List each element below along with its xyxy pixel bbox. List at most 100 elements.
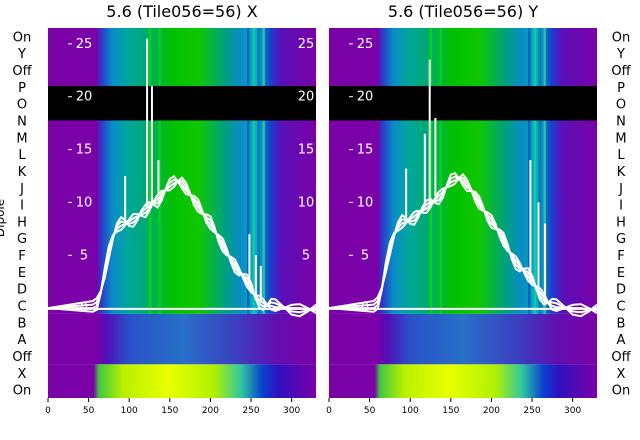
dipole-row-label: D: [616, 283, 626, 298]
heatmap-streak: [429, 28, 433, 314]
xtick-label: 250: [523, 406, 540, 416]
dipole-row-label: Off: [12, 350, 32, 365]
xtick-label: 100: [121, 406, 138, 416]
overlay-ytick-label: 5: [361, 248, 369, 263]
dipole-row-label: B: [18, 316, 27, 331]
dipole-row-label: K: [18, 165, 27, 180]
dipole-row-label: O: [616, 98, 626, 113]
overlay-ytick-label: 0: [80, 301, 88, 316]
dipole-row-label: P: [18, 81, 26, 96]
xtick-label: 200: [483, 406, 500, 416]
xtick-label: 300: [564, 406, 581, 416]
heatmap-streak: [538, 28, 542, 314]
overlay-ytick-label-right: 15: [298, 143, 315, 158]
dipole-row-label: X: [18, 367, 27, 382]
masked-band: [329, 86, 597, 121]
dipole-row-label: Y: [17, 47, 26, 62]
overlay-ytick-label: 10: [357, 195, 374, 210]
xtick-label: 0: [45, 406, 51, 416]
dipole-row-label: On: [13, 384, 31, 399]
dipole-row-label: K: [617, 165, 626, 180]
overlay-ytick-label-right: 25: [298, 37, 315, 52]
overlay-ytick-label-right: 10: [298, 195, 315, 210]
dipole-row-label: F: [18, 249, 25, 264]
xtick-label: 50: [83, 406, 95, 416]
xtick-label: 300: [283, 406, 300, 416]
dipole-row-label: On: [13, 30, 31, 45]
dipole-row-label: M: [615, 131, 626, 146]
dipole-row-label: J: [19, 182, 24, 197]
heatmap: [329, 28, 597, 398]
y-axis-label: Dipole: [0, 199, 7, 237]
dipole-row-label: C: [616, 300, 625, 315]
trace-line: [47, 174, 317, 318]
dipole-row-label: Y: [616, 47, 625, 62]
chart-panel-1: 0 5 10 15 20 25 5 10 15 20 25 5.6 (Tile056=56) X On Y…: [0, 2, 317, 416]
overlay-ytick-label: 25: [76, 37, 93, 52]
heatmap-streak: [158, 28, 161, 314]
heatmap-streak: [439, 28, 442, 314]
dipole-row-label: X: [617, 367, 626, 382]
heatmap: [48, 28, 316, 398]
dipole-row-label: Off: [12, 64, 32, 79]
heatmap-streak: [257, 28, 261, 314]
heatmap-streak: [533, 28, 537, 314]
dipole-row-label: N: [616, 115, 626, 130]
heatmap-band-low: [329, 313, 597, 365]
dipole-row-label: E: [617, 266, 625, 281]
dipole-row-label: G: [616, 232, 626, 247]
dipole-row-label: C: [17, 300, 26, 315]
masked-band: [48, 86, 316, 121]
heatmap-streak: [527, 28, 531, 314]
xtick-label: 150: [161, 406, 178, 416]
heatmap-streak: [252, 28, 256, 314]
dipole-row-label: L: [617, 148, 625, 163]
dipole-row-label: Off: [611, 350, 631, 365]
heatmap-streak: [543, 28, 546, 314]
dipole-row-label: Off: [611, 64, 631, 79]
heatmap-band-on: [48, 364, 316, 398]
xtick-label: 250: [242, 406, 259, 416]
heatmap-streak: [148, 28, 152, 314]
dipole-row-label: N: [17, 115, 27, 130]
overlay-ytick-label: 0: [361, 301, 369, 316]
dipole-row-label: B: [617, 316, 626, 331]
dipole-row-label: H: [616, 215, 626, 230]
dipole-row-label: E: [18, 266, 26, 281]
dipole-row-label: M: [16, 131, 27, 146]
xtick-label: 150: [442, 406, 459, 416]
overlay-ytick-label: 10: [76, 195, 93, 210]
overlay-ytick-label: 20: [76, 90, 93, 105]
overlay-ytick-label: 20: [357, 90, 374, 105]
dipole-row-label: P: [617, 81, 625, 96]
chart-panel-2: 0 5 10 15 20 25 5.6 (Tile056=56) Y On Y Off PONMLK…: [326, 2, 631, 416]
chart-title: 5.6 (Tile056=56) Y: [388, 2, 538, 21]
dipole-row-label: F: [617, 249, 624, 264]
overlay-ytick-label-right: 20: [298, 90, 315, 105]
dipole-row-label: D: [17, 283, 27, 298]
overlay-ytick-label-right: 5: [302, 248, 310, 263]
dipole-row-label: I: [619, 199, 623, 214]
xtick-label: 0: [326, 406, 332, 416]
dipole-row-label: H: [17, 215, 27, 230]
heatmap-streak: [262, 28, 265, 314]
dipole-row-label: L: [18, 148, 26, 163]
chart-title: 5.6 (Tile056=56) X: [106, 2, 257, 21]
dipole-row-label: On: [612, 30, 630, 45]
dipole-row-label: O: [17, 98, 27, 113]
dipole-row-label: G: [17, 232, 27, 247]
trace-line: [328, 173, 598, 314]
dipole-row-label: On: [612, 384, 630, 399]
overlay-ytick-label: 25: [357, 37, 374, 52]
heatmap-band-main: [48, 28, 316, 314]
xtick-label: 200: [202, 406, 219, 416]
heatmap-band-on: [329, 364, 597, 398]
dipole-row-label: J: [618, 182, 623, 197]
xtick-label: 50: [364, 406, 376, 416]
trace-line: [328, 172, 598, 318]
dipole-row-label: A: [617, 333, 626, 348]
overlay-ytick-label: 15: [357, 143, 374, 158]
overlay-ytick-label: 15: [76, 143, 93, 158]
dipole-row-label: I: [20, 199, 24, 214]
